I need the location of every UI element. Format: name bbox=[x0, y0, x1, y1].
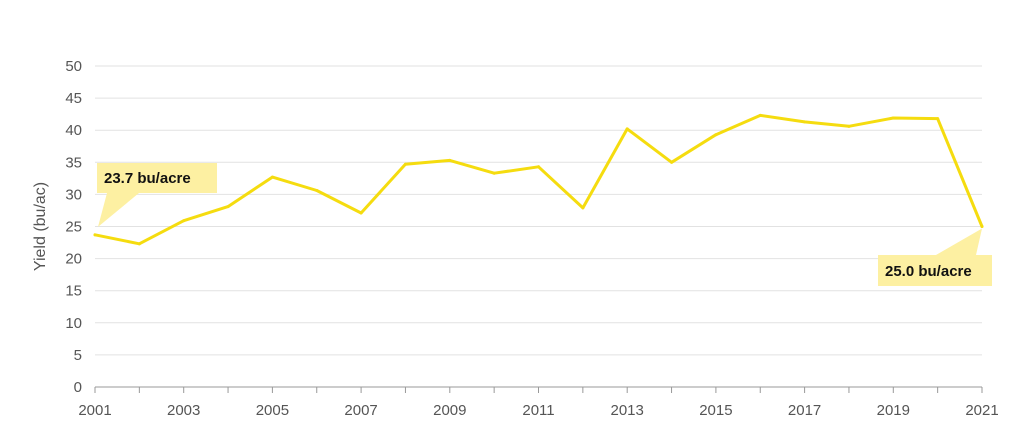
series-line-0 bbox=[93, 113, 984, 246]
y-tick-label: 35 bbox=[65, 154, 82, 171]
y-axis-ticks: 0 5 10 15 20 25 30 35 40 45 50 bbox=[65, 58, 82, 396]
data-point bbox=[315, 189, 319, 193]
x-tick-label: 2013 bbox=[611, 402, 644, 419]
callout-start-label: 23.7 bu/acre bbox=[104, 170, 191, 187]
callouts: 23.7 bu/acre 25.0 bu/acre bbox=[97, 163, 992, 286]
gridlines bbox=[95, 65, 982, 388]
data-point bbox=[714, 133, 718, 137]
callout-end: 25.0 bu/acre bbox=[878, 228, 992, 286]
data-point bbox=[936, 117, 940, 121]
data-point bbox=[581, 206, 585, 210]
data-point bbox=[758, 113, 762, 117]
y-axis-title: Yield (bu/ac) bbox=[32, 182, 49, 271]
data-point bbox=[625, 127, 629, 131]
y-tick-label: 5 bbox=[74, 347, 82, 364]
series-group bbox=[93, 113, 984, 246]
x-axis: 2001 2003 2005 2007 2009 2011 2013 2015 2017 2019… bbox=[78, 386, 999, 419]
x-tick-label: 2005 bbox=[256, 402, 289, 419]
y-tick-label: 40 bbox=[65, 122, 82, 139]
data-point bbox=[891, 116, 895, 120]
data-point bbox=[803, 120, 807, 124]
data-point bbox=[270, 175, 274, 179]
x-tick-label: 2003 bbox=[167, 402, 200, 419]
data-point bbox=[448, 158, 452, 162]
y-tick-label: 25 bbox=[65, 219, 82, 236]
y-tick-label: 0 bbox=[74, 379, 82, 396]
callout-start: 23.7 bu/acre bbox=[97, 163, 217, 227]
x-tick-label: 2007 bbox=[344, 402, 377, 419]
x-tick-label: 2009 bbox=[433, 402, 466, 419]
y-tick-label: 10 bbox=[65, 315, 82, 332]
x-tick-label: 2021 bbox=[965, 402, 998, 419]
x-tick-label: 2001 bbox=[78, 402, 111, 419]
callout-start-box bbox=[97, 163, 217, 193]
data-point bbox=[182, 219, 186, 223]
data-point bbox=[537, 165, 540, 169]
callout-end-label: 25.0 bu/acre bbox=[885, 263, 972, 280]
data-point bbox=[137, 242, 141, 246]
y-tick-label: 45 bbox=[65, 90, 82, 107]
data-point bbox=[226, 205, 230, 209]
callout-start-pointer bbox=[98, 193, 139, 227]
data-point bbox=[847, 124, 851, 128]
x-tick-label: 2011 bbox=[522, 402, 554, 419]
callout-end-pointer bbox=[936, 228, 982, 255]
data-point bbox=[359, 211, 363, 215]
y-tick-label: 50 bbox=[65, 58, 82, 75]
x-tick-label: 2015 bbox=[699, 402, 732, 419]
data-point bbox=[492, 171, 496, 175]
y-tick-label: 30 bbox=[65, 186, 82, 203]
data-point bbox=[980, 225, 984, 228]
callout-end-box bbox=[878, 255, 992, 286]
x-tick-label: 2019 bbox=[877, 402, 910, 419]
data-point bbox=[670, 160, 674, 164]
y-tick-label: 20 bbox=[65, 251, 82, 268]
data-point bbox=[403, 162, 407, 166]
x-tick-label: 2017 bbox=[788, 402, 821, 419]
data-point bbox=[93, 233, 97, 237]
y-tick-label: 15 bbox=[65, 283, 82, 300]
